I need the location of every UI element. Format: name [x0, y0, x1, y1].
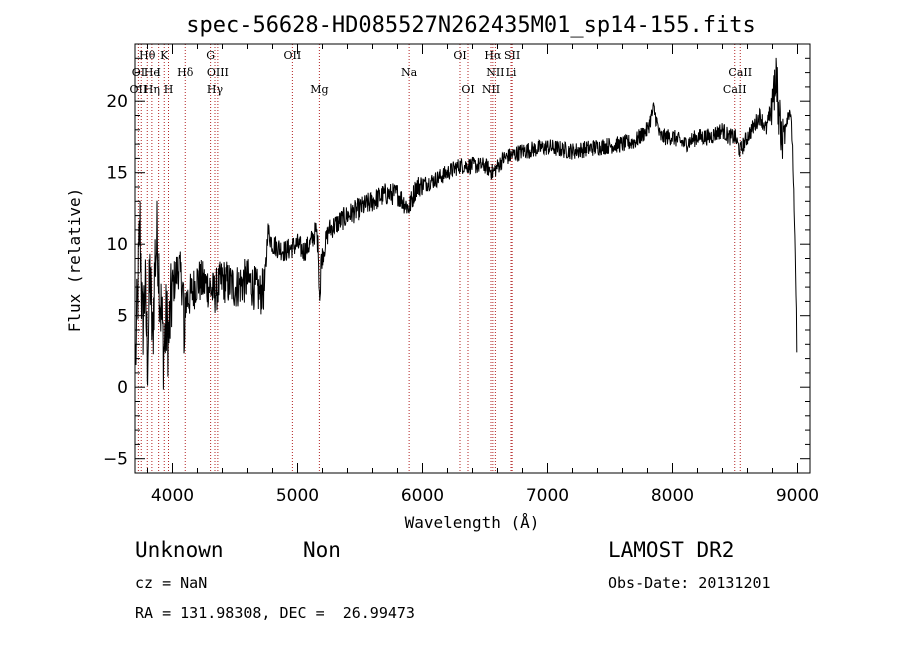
observation-date: Obs-Date: 20131201 — [608, 574, 771, 592]
line-label: Hθ — [139, 49, 156, 62]
x-tick-label: 8000 — [651, 486, 694, 506]
line-label: NII — [482, 83, 500, 96]
line-label: Na — [401, 66, 418, 79]
emission-line-markers — [137, 44, 741, 473]
spectral-subclass: Non — [303, 538, 341, 562]
line-label: G — [206, 49, 215, 62]
line-label: OII — [284, 49, 302, 62]
x-tick-label: 9000 — [776, 486, 819, 506]
x-tick-label: 5000 — [276, 486, 319, 506]
line-label: Hδ — [177, 66, 194, 79]
line-label: He — [144, 66, 160, 79]
y-tick-label: 15 — [106, 164, 128, 184]
line-label: OI — [453, 49, 466, 62]
chart-title: spec-56628-HD085527N262435M01_sp14-155.f… — [186, 13, 756, 38]
line-label: CaII — [723, 83, 747, 96]
line-label: Li — [506, 66, 517, 79]
line-label: Hγ — [207, 83, 224, 96]
line-label: I — [156, 66, 160, 79]
redshift-cz: cz = NaN — [135, 574, 208, 592]
spectrum-series-line — [135, 57, 798, 390]
y-tick-label: 20 — [106, 92, 128, 112]
survey-name: LAMOST DR2 — [608, 538, 735, 562]
y-axis-label: Flux (relative) — [65, 188, 84, 333]
y-tick-label: −5 — [103, 450, 128, 470]
line-label: OII — [130, 83, 148, 96]
line-label: Mg — [310, 83, 328, 96]
line-label: OI — [461, 83, 474, 96]
line-label: CaII — [728, 66, 752, 79]
x-tick-label: 6000 — [401, 486, 444, 506]
x-axis-label: Wavelength (Å) — [405, 513, 540, 532]
x-tick-label: 7000 — [526, 486, 569, 506]
line-label: Hα — [484, 49, 502, 62]
axis-ticks: 4000 5000 6000 7000 8000 9000 −5 0 5 10 15 20 — [103, 43, 819, 506]
y-tick-label: 5 — [117, 307, 128, 327]
coordinates: RA = 131.98308, DEC = 26.99473 — [135, 604, 415, 622]
y-tick-label: 10 — [106, 235, 128, 255]
line-label: OIII — [207, 66, 229, 79]
x-tick-label: 4000 — [151, 486, 194, 506]
y-tick-label: 0 — [117, 378, 128, 398]
line-label: Hη — [144, 83, 160, 96]
line-label: NII — [486, 66, 504, 79]
spectral-class: Unknown — [135, 538, 224, 562]
plot-frame — [134, 43, 811, 474]
line-label: H — [164, 83, 174, 96]
line-label: SII — [504, 49, 520, 62]
line-label: K — [160, 49, 169, 62]
